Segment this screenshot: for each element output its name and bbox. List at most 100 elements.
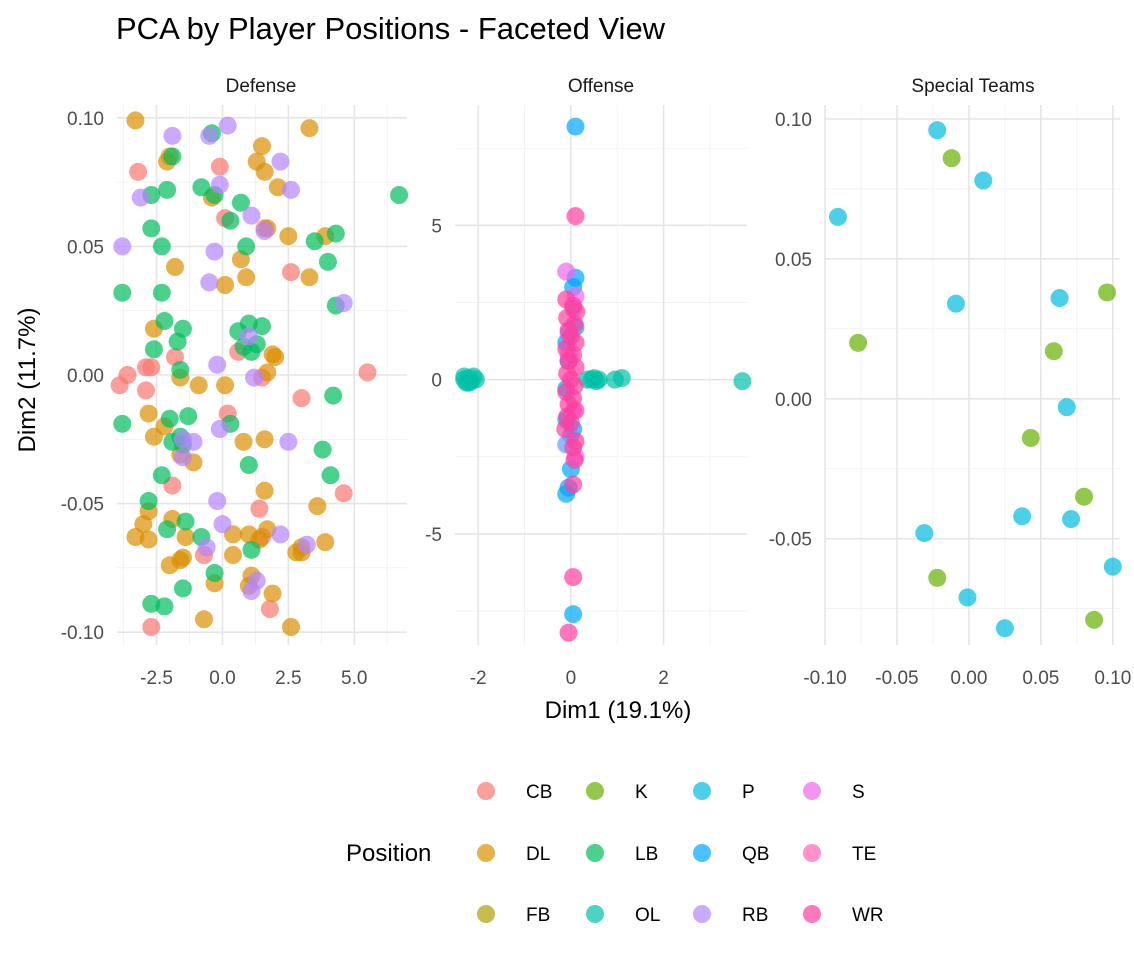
data-point-wr	[565, 450, 584, 469]
x-tick-label-offense: 0	[566, 668, 577, 689]
legend-item-wr: WR	[803, 905, 884, 926]
facet-panel-special-teams: Special Teams -0.10 -0.05 0.00 0.05 0.10 -0.0…	[769, 76, 1132, 689]
data-point-lb	[179, 407, 198, 426]
data-point-wr	[564, 568, 583, 587]
data-point-cb	[334, 484, 353, 503]
y-tick-label-special-teams: 0.00	[775, 390, 812, 411]
data-point-s	[200, 273, 219, 292]
data-point-lb	[155, 312, 174, 330]
data-point-s	[208, 492, 227, 510]
data-point-qb	[564, 605, 583, 624]
data-point-s	[297, 535, 316, 554]
data-point-lb	[242, 540, 261, 559]
legend-key-wr	[803, 905, 821, 923]
legend-key-qb	[693, 844, 711, 862]
data-point-lb	[221, 211, 240, 230]
y-tick-label-offense: 0	[431, 371, 442, 392]
data-point-lb	[390, 186, 409, 204]
data-point-lb	[321, 466, 340, 485]
data-point-lb	[173, 579, 192, 598]
data-point-s	[255, 222, 274, 240]
data-point-dl	[166, 258, 184, 276]
data-point-cb	[142, 358, 161, 377]
y-tick-label-defense: 0.10	[67, 109, 104, 130]
data-point-cb	[142, 618, 161, 636]
x-tick-label-special-teams: 0.05	[1022, 668, 1059, 689]
data-point-lb	[155, 597, 174, 616]
legend-label-wr: WR	[852, 905, 884, 926]
data-point-s	[173, 448, 192, 467]
data-point-lb	[142, 219, 161, 238]
data-point-lb	[205, 564, 224, 582]
legend-key-s	[803, 782, 821, 800]
x-tick-label-special-teams: -0.05	[875, 668, 918, 689]
facet-strip-label-offense: Offense	[568, 76, 634, 97]
data-point-ol	[459, 373, 478, 392]
data-point-dl	[195, 610, 213, 629]
legend-key-lb	[586, 844, 604, 862]
data-point-p	[1103, 557, 1122, 576]
data-point-dl	[144, 427, 163, 446]
data-point-p	[915, 524, 934, 543]
data-point-lb	[158, 520, 177, 539]
data-point-lb	[144, 340, 163, 359]
y-tick-label-special-teams: 0.05	[775, 250, 812, 271]
y-tick-label-offense: -5	[425, 525, 442, 546]
data-point-s	[282, 180, 300, 199]
data-point-wr	[564, 475, 583, 494]
data-point-ol	[612, 369, 631, 388]
data-point-lb	[326, 224, 345, 243]
data-point-cb	[292, 389, 311, 408]
data-point-k	[1044, 342, 1063, 361]
legend-item-te: TE	[803, 844, 876, 865]
data-point-cb	[358, 363, 377, 382]
legend-item-k: K	[586, 782, 648, 803]
data-point-lb	[171, 360, 190, 379]
data-point-dl	[282, 618, 300, 636]
data-point-dl	[255, 162, 274, 181]
legend-key-te	[803, 844, 821, 862]
data-point-s	[210, 420, 229, 438]
data-point-dl	[139, 530, 158, 549]
legend-key-ol	[586, 905, 604, 923]
data-point-cb	[137, 381, 155, 400]
legend-item-s: S	[803, 782, 865, 803]
data-point-lb	[158, 180, 177, 199]
legend-title: Position	[346, 840, 431, 867]
data-point-ol	[733, 372, 752, 391]
legend-key-p	[693, 782, 711, 800]
legend-item-lb: LB	[586, 844, 658, 865]
data-point-dl	[308, 497, 327, 516]
x-tick-label-special-teams: 0.10	[1094, 668, 1131, 689]
data-point-k	[1021, 428, 1040, 447]
data-point-p	[928, 121, 947, 140]
y-tick-label-defense: -0.10	[61, 623, 104, 644]
data-point-s	[218, 116, 237, 135]
x-tick-label-offense: -2	[470, 668, 487, 689]
data-point-cb	[129, 162, 148, 181]
data-point-lb	[113, 283, 132, 302]
x-tick-label-special-teams: 0.00	[950, 668, 987, 689]
data-point-lb	[253, 317, 271, 336]
chart-title: PCA by Player Positions - Faceted View	[116, 11, 666, 46]
data-point-s	[113, 237, 132, 256]
data-point-lb	[113, 414, 132, 433]
data-point-dl	[316, 533, 335, 552]
data-point-dl	[224, 546, 242, 564]
data-point-s	[271, 152, 290, 171]
data-point-p	[1062, 510, 1081, 529]
data-point-dl	[279, 227, 298, 246]
data-point-p	[995, 619, 1014, 638]
data-point-s	[184, 432, 203, 451]
legend-item-fb: FB	[477, 905, 550, 926]
legend-item-p: P	[693, 782, 755, 803]
data-point-p	[1057, 398, 1076, 417]
data-point-k	[942, 149, 961, 168]
legend-item-dl: DL	[477, 844, 550, 865]
data-point-s	[242, 206, 261, 225]
data-point-s	[213, 515, 232, 534]
data-point-s	[271, 525, 290, 544]
data-point-lb	[237, 237, 256, 256]
legend-item-rb: RB	[693, 905, 768, 926]
data-point-dl	[300, 119, 319, 138]
